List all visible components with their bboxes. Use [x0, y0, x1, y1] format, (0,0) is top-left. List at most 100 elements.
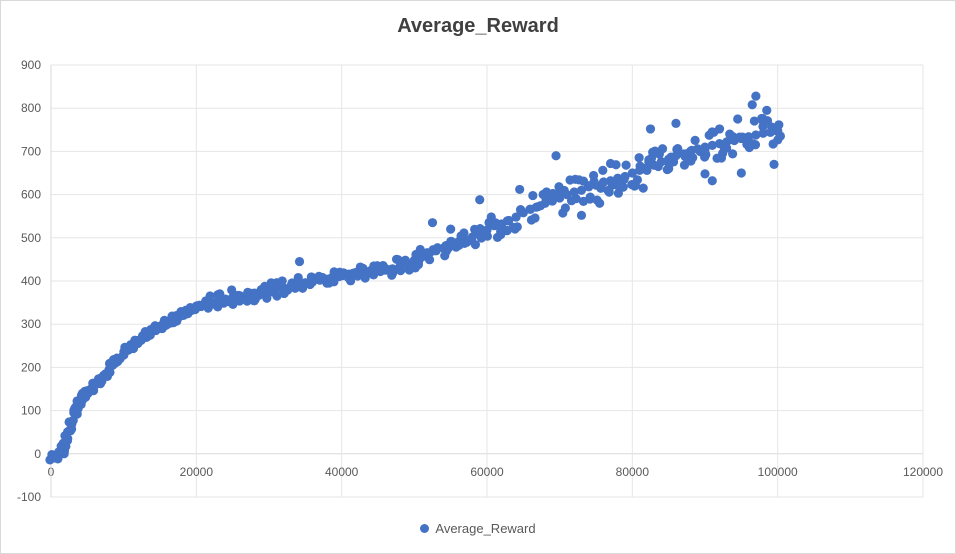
x-tick-label: 100000: [758, 465, 798, 479]
data-point: [272, 291, 282, 301]
data-point: [773, 135, 783, 145]
data-point: [415, 244, 425, 255]
data-point: [619, 174, 629, 184]
data-point: [749, 116, 759, 126]
data-point: [530, 213, 540, 223]
data-point: [605, 158, 616, 169]
data-point: [769, 159, 779, 169]
data-point: [217, 296, 228, 307]
y-tick-label: 900: [21, 58, 41, 72]
data-point: [653, 161, 663, 172]
data-point: [388, 268, 398, 278]
data-point: [645, 124, 656, 134]
data-point: [293, 272, 303, 283]
data-point: [595, 198, 605, 208]
data-point: [700, 145, 710, 155]
data-point: [413, 260, 424, 270]
data-point: [262, 293, 272, 303]
data-point: [736, 168, 746, 178]
data-point: [475, 223, 485, 234]
data-point: [242, 296, 252, 306]
data-point: [654, 149, 664, 159]
data-point: [758, 128, 768, 138]
data-point: [393, 255, 403, 265]
data-point: [728, 149, 738, 159]
data-point: [719, 142, 729, 153]
x-tick-label: 20000: [180, 465, 214, 479]
y-tick-label: 400: [21, 274, 41, 288]
data-point: [203, 303, 213, 313]
data-point: [364, 267, 375, 278]
data-point: [638, 183, 648, 193]
data-point: [585, 192, 595, 202]
x-tick-label: 40000: [325, 465, 359, 479]
y-tick-label: 500: [21, 231, 41, 245]
data-point: [621, 160, 631, 170]
data-point: [707, 176, 717, 186]
data-point: [589, 176, 599, 187]
data-point: [62, 427, 73, 437]
data-point: [502, 216, 512, 226]
data-point: [62, 435, 73, 446]
data-point: [396, 266, 406, 276]
y-tick-label: 0: [34, 447, 41, 461]
data-point: [634, 153, 644, 163]
data-point: [314, 271, 324, 282]
data-point: [576, 210, 587, 220]
data-point: [298, 280, 308, 290]
legend-label: Average_Reward: [435, 521, 536, 536]
data-point: [560, 203, 570, 213]
data-point: [213, 290, 223, 300]
data-point: [668, 157, 679, 167]
data-point: [751, 91, 761, 101]
data-point: [642, 165, 652, 176]
data-point: [747, 100, 757, 110]
data-point: [440, 251, 450, 261]
data-point: [762, 105, 772, 115]
y-tick-label: 300: [21, 317, 41, 331]
data-point: [427, 218, 438, 228]
data-point: [233, 290, 243, 300]
data-point: [306, 272, 316, 282]
data-point: [733, 114, 743, 124]
data-point: [277, 276, 287, 286]
data-point: [515, 184, 525, 195]
data-point: [482, 231, 493, 241]
data-point: [688, 153, 698, 163]
data-point: [486, 212, 496, 222]
legend-marker: [420, 524, 430, 533]
data-point: [690, 135, 700, 145]
chart-title: Average_Reward: [397, 15, 559, 37]
data-point: [627, 168, 637, 178]
data-point: [466, 235, 476, 245]
y-tick-label: 100: [21, 404, 41, 418]
data-point: [714, 124, 725, 134]
data-point: [599, 177, 609, 187]
data-point: [459, 228, 469, 238]
data-point: [475, 195, 485, 205]
data-point: [716, 153, 727, 163]
y-tick-label: 600: [21, 188, 41, 202]
data-point: [603, 185, 613, 196]
data-point: [632, 175, 643, 185]
data-point: [671, 118, 681, 128]
data-point: [566, 196, 577, 206]
y-tick-label: -100: [17, 490, 41, 504]
y-tick-label: 200: [21, 360, 41, 374]
data-point: [559, 185, 569, 196]
legend: Average_Reward: [1, 521, 955, 536]
data-point: [700, 169, 710, 179]
x-tick-label: 120000: [903, 465, 943, 479]
data-point: [598, 165, 608, 175]
data-point: [618, 182, 628, 192]
data-point: [751, 130, 761, 140]
data-point: [704, 130, 714, 140]
data-point: [531, 202, 541, 212]
data-point: [750, 140, 761, 150]
data-point: [664, 164, 674, 174]
data-point: [773, 126, 783, 136]
data-point: [459, 238, 470, 249]
data-point: [700, 152, 710, 162]
